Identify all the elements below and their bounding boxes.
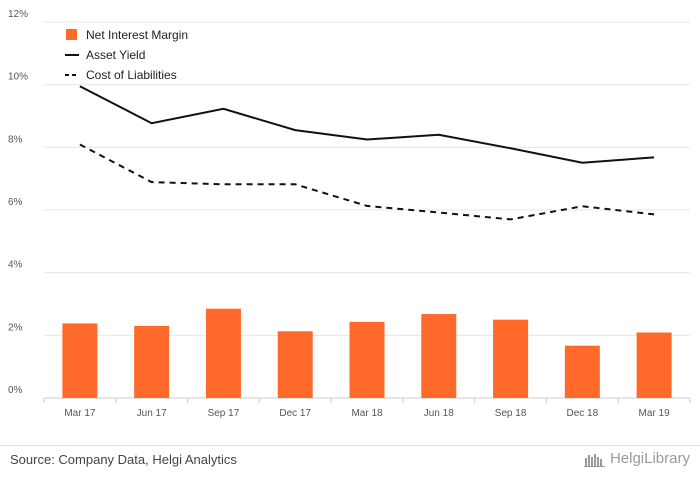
legend: Net Interest Margin Asset Yield Cost of Li…: [65, 28, 188, 82]
brand-name: HelgiLibrary: [609, 450, 690, 467]
x-tick-label: Mar 18: [351, 408, 383, 419]
x-tick-label: Sep 17: [208, 408, 240, 419]
bar: [205, 308, 241, 398]
bar-series: [62, 308, 672, 398]
x-tick-label: Mar 17: [64, 408, 96, 419]
y-tick-label: 0%: [8, 385, 23, 396]
x-tick-label: Jun 17: [137, 408, 167, 419]
bar: [564, 345, 600, 398]
legend-label: Asset Yield: [86, 48, 145, 62]
legend-label: Cost of Liabilities: [86, 68, 177, 82]
bar: [421, 314, 457, 398]
line-series: [79, 85, 655, 221]
y-tick-label: 6%: [8, 197, 23, 208]
y-tick-label: 10%: [8, 72, 28, 83]
bar: [62, 323, 98, 398]
x-tick-label: Jun 18: [424, 408, 454, 419]
x-tick-label: Mar 19: [639, 408, 671, 419]
footer: Source: Company Data, Helgi Analytics He…: [0, 445, 700, 483]
y-tick-label: 4%: [8, 260, 23, 271]
library-icon: [583, 453, 605, 467]
x-tick-label: Dec 17: [279, 408, 311, 419]
y-tick-label: 2%: [8, 322, 23, 333]
chart: 0% 2% 4% 6% 8% 10% 12% Mar 17 Jun 17 Sep 17 Dec 1…: [8, 9, 691, 419]
series-line: [79, 143, 655, 221]
series-line: [79, 85, 655, 164]
source-note: Source: Company Data, Helgi Analytics: [10, 452, 237, 467]
bar: [636, 332, 672, 398]
bar: [134, 325, 170, 398]
x-tick-label: Sep 18: [495, 408, 527, 419]
brand-logo[interactable]: HelgiLibrary: [583, 450, 690, 467]
legend-label: Net Interest Margin: [86, 28, 188, 42]
bar: [277, 331, 313, 398]
y-tick-label: 12%: [8, 9, 28, 20]
x-tick-label: Dec 18: [566, 408, 598, 419]
y-axis-ticks: 0% 2% 4% 6% 8% 10% 12%: [8, 9, 28, 396]
x-axis: Mar 17 Jun 17 Sep 17 Dec 17 Mar 18 Jun 18 Sep …: [43, 398, 691, 419]
legend-swatch: [66, 29, 77, 40]
bar: [493, 319, 529, 398]
bar: [349, 321, 385, 398]
y-tick-label: 8%: [8, 134, 23, 145]
